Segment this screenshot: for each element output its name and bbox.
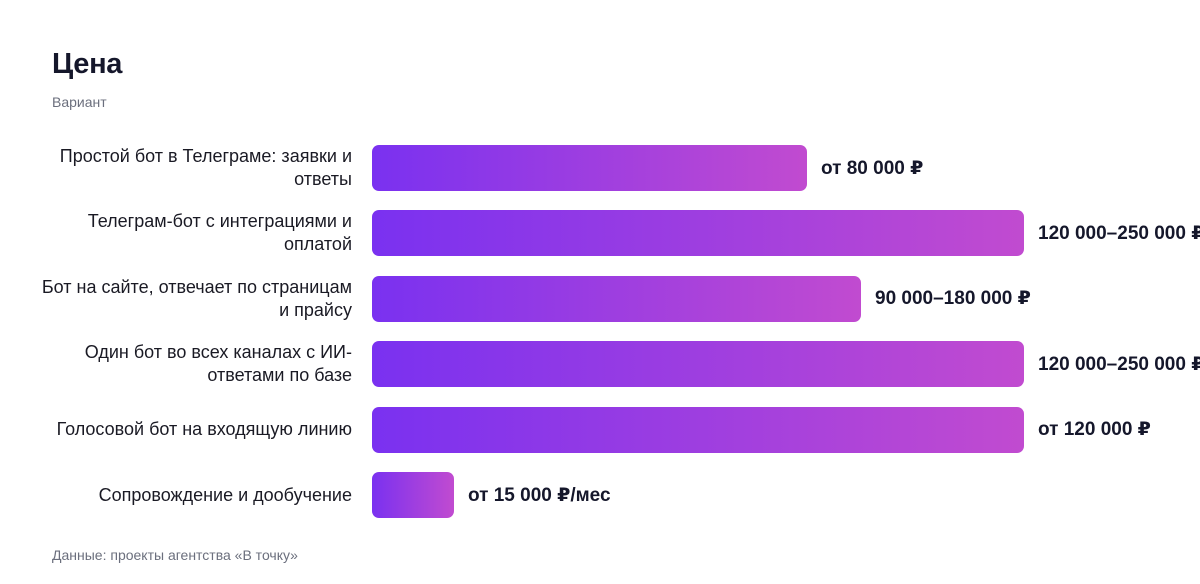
bar-row: Бот на сайте, отвечает по страницам и пр…: [0, 275, 1200, 322]
bar-row: Простой бот в Телеграме: заявки и ответы…: [0, 145, 1200, 191]
value-label: 120 000–250 000 ₽: [1038, 222, 1200, 244]
bar: [372, 341, 1024, 388]
value-label: от 120 000 ₽: [1038, 419, 1151, 441]
value-label: 90 000–180 000 ₽: [875, 288, 1031, 310]
bar: [372, 210, 1024, 257]
bar-row: Один бот во всех каналах с ИИ-ответами п…: [0, 341, 1200, 388]
bar: [372, 145, 807, 191]
bar-row: Голосовой бот на входящую линию от 120 00…: [0, 406, 1200, 453]
bar-row: Сопровождение и дообучение от 15 000 ₽/ме…: [0, 472, 1200, 518]
bar-row: Телеграм-бот с интеграциями и оплатой 120…: [0, 210, 1200, 257]
value-label: от 80 000 ₽: [821, 157, 924, 179]
category-label: Простой бот в Телеграме: заявки и ответы: [59, 146, 352, 189]
value-label: от 15 000 ₽/мес: [468, 484, 611, 506]
category-label: Голосовой бот на входящую линию: [56, 419, 352, 440]
bar: [372, 406, 1024, 453]
bar: [372, 472, 454, 518]
chart-subtitle: Вариант: [52, 94, 107, 110]
category-label: Телеграм-бот с интеграциями и оплатой: [87, 211, 352, 255]
chart-source: Данные: проекты агентства «В точку»: [52, 547, 298, 563]
value-label: 120 000–250 000 ₽: [1038, 353, 1200, 375]
category-label: Один бот во всех каналах с ИИ-ответами п…: [84, 342, 352, 386]
category-label: Бот на сайте, отвечает по страницам и пр…: [41, 276, 352, 320]
bar: [372, 275, 861, 322]
category-label: Сопровождение и дообучение: [98, 484, 352, 505]
chart-title: Цена: [52, 48, 123, 80]
